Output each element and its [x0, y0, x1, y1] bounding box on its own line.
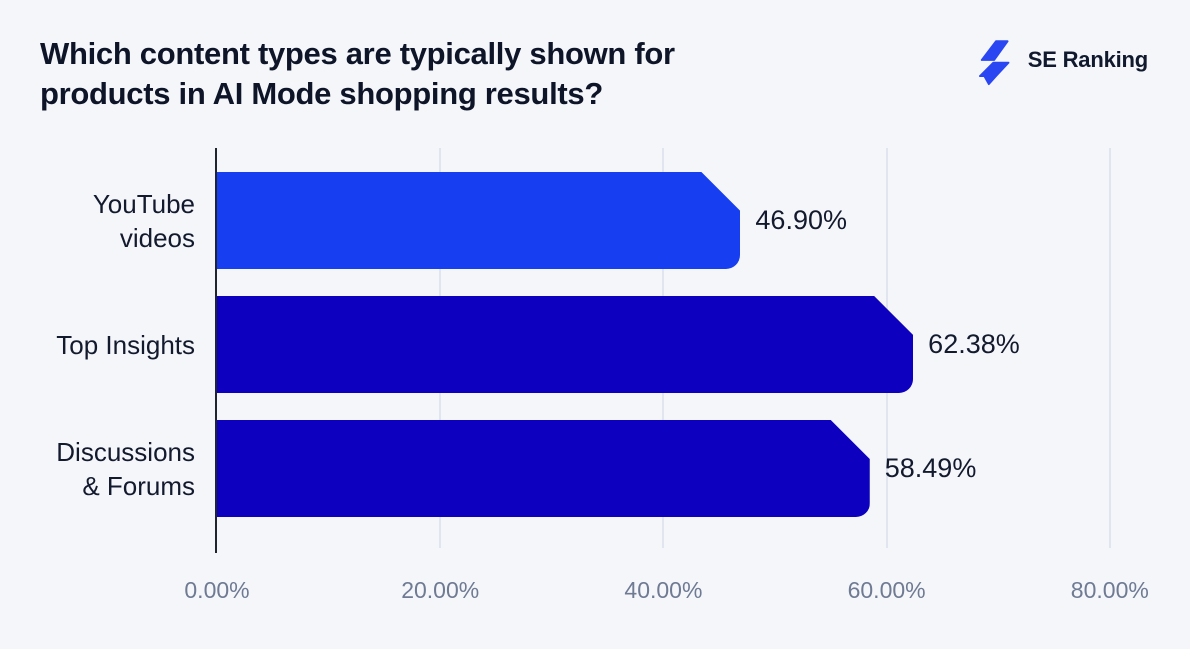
x-axis-ticks: 0.00% 20.00% 40.00% 60.00% 80.00% — [184, 577, 1150, 607]
se-ranking-logo-text: SE Ranking — [1027, 47, 1148, 72]
bar-row-youtube-videos: YouTube videos 46.90% — [93, 172, 1150, 269]
x-tick-60: 60.00% — [847, 577, 926, 603]
y-axis-line — [215, 148, 217, 553]
bar-row-top-insights: Top Insights 62.38% — [56, 296, 1150, 393]
bar-chart-plot-area: YouTube videos 46.90% Top Insights 62.38… — [56, 148, 1150, 553]
bar-top-insights — [217, 296, 913, 393]
x-tick-20: 20.00% — [401, 577, 480, 603]
x-tick-0: 0.00% — [184, 577, 250, 603]
chart-title-line-1: Which content types are typically shown … — [40, 36, 675, 71]
gridline-80 — [1108, 148, 1111, 548]
bar-discussions-forums — [217, 420, 870, 517]
chart-title-line-2: products in AI Mode shopping results? — [40, 76, 603, 111]
bar-row-discussions-forums: Discussions & Forums 58.49% — [56, 420, 1150, 517]
x-tick-40: 40.00% — [624, 577, 703, 603]
value-label-youtube-videos: 46.90% — [755, 205, 847, 235]
se-ranking-logo: SE Ranking — [973, 34, 1148, 86]
se-ranking-flash-icon — [978, 40, 1010, 86]
chart-title: Which content types are typically shown … — [40, 34, 900, 114]
value-label-discussions-forums: 58.49% — [884, 453, 977, 483]
bar-youtube-videos — [217, 172, 740, 269]
category-label-discussions-forums: Discussions & Forums — [56, 436, 195, 501]
category-label-top-insights: Top Insights — [56, 329, 195, 360]
header: Which content types are typically shown … — [0, 0, 1190, 114]
value-label-top-insights: 62.38% — [928, 329, 1020, 359]
x-tick-80: 80.00% — [1070, 577, 1149, 603]
category-label-youtube-videos: YouTube videos — [92, 188, 195, 253]
